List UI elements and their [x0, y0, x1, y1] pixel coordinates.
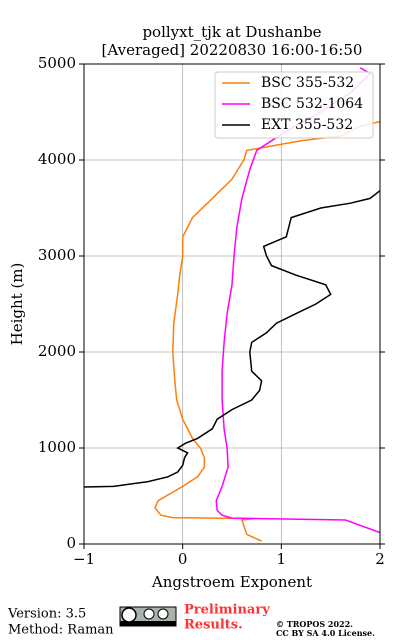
plot-area: [84, 67, 380, 542]
y-tick-label: 3000: [38, 246, 76, 264]
legend-label: EXT 355-532: [261, 117, 353, 133]
x-axis-label: Angstroem Exponent: [151, 573, 312, 591]
legend-label: BSC 532-1064: [261, 96, 363, 112]
copyright: CC BY SA 4.0 License.: [276, 628, 375, 638]
y-tick-label: 1000: [38, 438, 76, 456]
copyright: © TROPOS 2022.: [276, 619, 353, 629]
legend-label: BSC 355-532: [261, 75, 354, 91]
y-tick-label: 5000: [38, 54, 76, 72]
cc-logo: [119, 606, 177, 627]
x-tick-label: 2: [375, 550, 385, 568]
legend-box: [214, 71, 374, 139]
version: Version: 3.5: [7, 607, 86, 622]
y-axis-label: Height (m): [8, 263, 26, 346]
y-tick-label: 4000: [38, 150, 76, 168]
plot-frame: [83, 63, 381, 545]
chart-title: pollyxt_tjk at Dushanbe: [142, 23, 321, 41]
chart-title: [Averaged] 20220830 16:00-16:50: [102, 41, 363, 59]
x-tick-label: 1: [277, 550, 287, 568]
notice: Results.: [184, 618, 243, 633]
profile-line: [154, 120, 380, 542]
y-tick-label: 0: [66, 534, 76, 552]
y-tick-label: 2000: [38, 342, 76, 360]
method: Method: Raman: [8, 623, 114, 638]
profile-line: [84, 190, 380, 488]
x-tick-label: 0: [178, 550, 188, 568]
notice: Preliminary: [184, 603, 270, 618]
x-tick-label: −1: [73, 550, 95, 568]
